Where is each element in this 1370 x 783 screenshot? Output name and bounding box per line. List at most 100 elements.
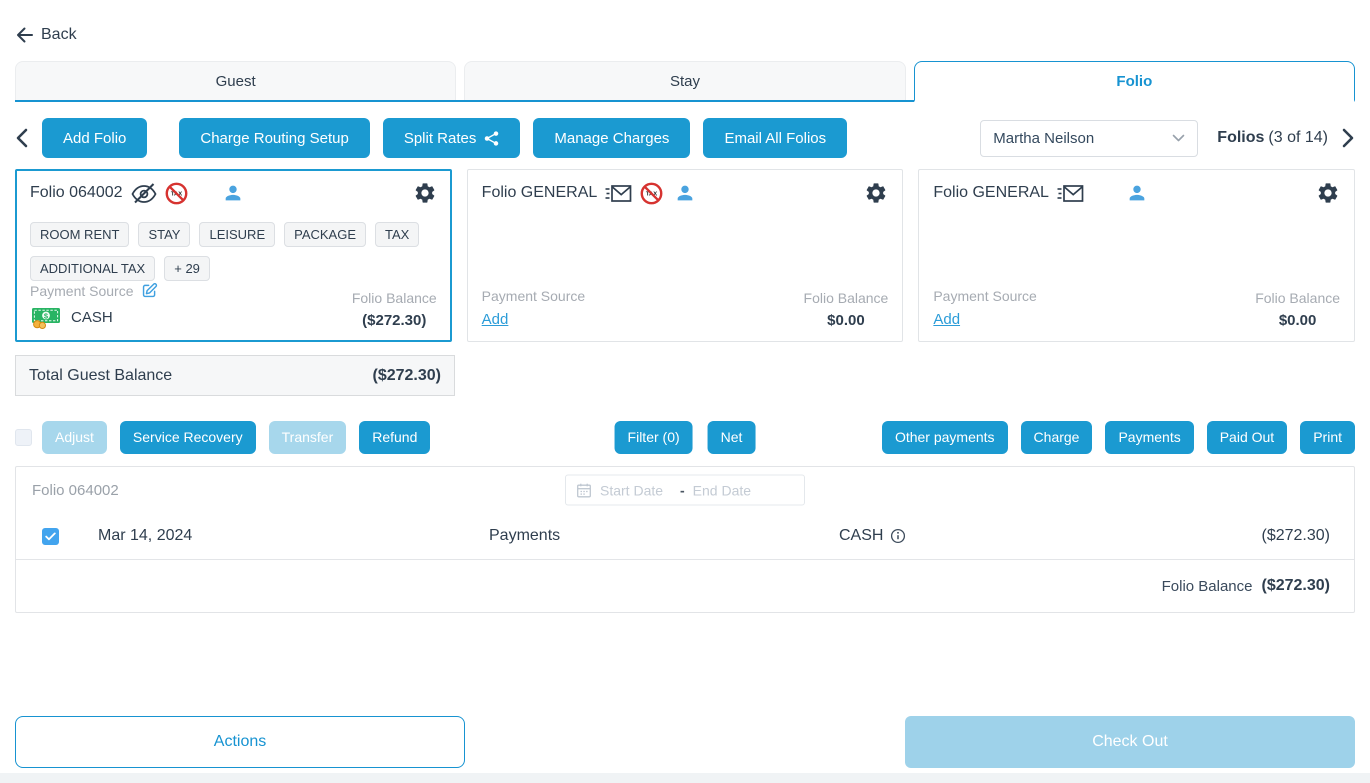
- folios-count: (3 of 14): [1268, 129, 1328, 146]
- guest-selector[interactable]: Martha Neilson: [980, 119, 1199, 157]
- paid-out-label: Paid Out: [1219, 429, 1275, 445]
- total-guest-balance-value: ($272.30): [372, 366, 442, 384]
- folio-card-general-1[interactable]: Folio GENERAL TAX Payment Source Add: [466, 169, 904, 342]
- filter-label: Filter (0): [627, 429, 680, 445]
- folio-balance-block: Folio Balance ($272.30): [352, 290, 437, 329]
- tab-guest[interactable]: Guest: [15, 61, 457, 100]
- filter-action-group: Filter (0) Net: [614, 420, 756, 454]
- transactions-table: Folio 064002 - Mar 14, 2024 Payments CAS…: [15, 466, 1355, 613]
- net-button[interactable]: Net: [707, 420, 756, 454]
- tab-bar: Guest Stay Folio: [15, 61, 1355, 102]
- adjust-button[interactable]: Adjust: [42, 420, 107, 454]
- tag-more-count[interactable]: + 29: [164, 256, 210, 281]
- folio-toolbar: Add Folio Charge Routing Setup Split Rat…: [15, 118, 1355, 158]
- folio-card-title: Folio 064002: [30, 184, 123, 201]
- add-folio-button[interactable]: Add Folio: [42, 118, 148, 158]
- transaction-method: CASH: [839, 527, 1114, 545]
- other-payments-label: Other payments: [894, 429, 995, 445]
- row-checkbox[interactable]: [42, 527, 59, 545]
- tag-package: PACKAGE: [284, 222, 367, 247]
- payment-source-block: Payment Source Add: [482, 288, 586, 329]
- payment-source-label: Payment Source: [481, 288, 586, 304]
- folio-card-title: Folio GENERAL: [933, 184, 1049, 201]
- person-icon[interactable]: [1126, 182, 1148, 204]
- charge-button[interactable]: Charge: [1020, 420, 1093, 454]
- tag-stay: STAY: [138, 222, 191, 247]
- card-header: Folio 064002 TAX: [30, 180, 437, 206]
- select-all-checkbox[interactable]: [15, 428, 32, 446]
- check-out-button[interactable]: Check Out: [905, 716, 1355, 768]
- chevron-right-icon[interactable]: [1341, 128, 1355, 148]
- paid-out-button[interactable]: Paid Out: [1206, 420, 1288, 454]
- filter-button[interactable]: Filter (0): [614, 420, 693, 454]
- manage-charges-button[interactable]: Manage Charges: [533, 118, 691, 158]
- no-tax-icon: TAX: [165, 182, 188, 205]
- transaction-date: Mar 14, 2024: [98, 527, 193, 544]
- date-range-separator: -: [680, 482, 685, 498]
- tab-stay[interactable]: Stay: [464, 61, 906, 100]
- net-label: Net: [720, 429, 743, 445]
- payments-label: Payments: [1118, 429, 1181, 445]
- eye-off-icon: [130, 182, 157, 204]
- bottom-strip: [0, 773, 1370, 783]
- actions-button[interactable]: Actions: [15, 716, 465, 768]
- tag-leisure: LEISURE: [199, 222, 276, 247]
- folio-balance-label: Folio Balance: [803, 290, 889, 306]
- person-icon[interactable]: [222, 182, 244, 204]
- split-rates-button[interactable]: Split Rates: [382, 118, 521, 158]
- charge-routing-setup-button[interactable]: Charge Routing Setup: [179, 118, 370, 158]
- folio-balance-value: ($272.30): [362, 312, 427, 329]
- gear-icon[interactable]: [864, 181, 888, 205]
- total-guest-balance-label: Total Guest Balance: [29, 366, 173, 384]
- add-folio-label: Add Folio: [63, 129, 127, 147]
- folio-cards: Folio 064002 TAX ROOM RENT STAY LEISURE: [15, 169, 1356, 342]
- gear-icon[interactable]: [413, 181, 437, 205]
- print-label: Print: [1313, 429, 1342, 445]
- table-folio-balance-label: Folio Balance: [1161, 577, 1253, 595]
- charge-tags: ROOM RENT STAY LEISURE PACKAGE TAX ADDIT…: [30, 222, 437, 281]
- transfer-label: Transfer: [281, 429, 334, 445]
- payment-source-label: Payment Source: [30, 282, 134, 299]
- tag-tax: TAX: [375, 222, 420, 247]
- other-payments-button[interactable]: Other payments: [881, 420, 1008, 454]
- transaction-row[interactable]: Mar 14, 2024 Payments CASH ($272.30): [16, 513, 1354, 560]
- end-date-input[interactable]: [692, 482, 765, 498]
- email-all-folios-button[interactable]: Email All Folios: [703, 118, 848, 158]
- share-icon: [484, 130, 499, 146]
- charge-routing-label: Charge Routing Setup: [200, 129, 349, 147]
- payments-button[interactable]: Payments: [1105, 420, 1194, 454]
- edit-icon[interactable]: [141, 282, 158, 299]
- card-footer: Payment Source Add Folio Balance $0.00: [933, 288, 1340, 329]
- tab-folio[interactable]: Folio: [913, 61, 1355, 102]
- start-date-input[interactable]: [600, 482, 672, 498]
- email-all-folios-label: Email All Folios: [724, 129, 827, 147]
- gear-icon[interactable]: [1316, 181, 1340, 205]
- payment-source-label: Payment Source: [933, 288, 1037, 304]
- charge-label: Charge: [1033, 429, 1080, 445]
- date-range-filter[interactable]: -: [565, 474, 805, 506]
- add-payment-source-link[interactable]: Add: [481, 311, 509, 328]
- chevron-left-icon[interactable]: [15, 128, 29, 148]
- refund-button[interactable]: Refund: [359, 420, 431, 454]
- send-email-icon: [605, 184, 632, 203]
- service-recovery-button[interactable]: Service Recovery: [119, 420, 256, 454]
- folio-balance-value: $0.00: [827, 312, 865, 329]
- back-button[interactable]: Back: [16, 26, 77, 44]
- table-footer: Folio Balance ($272.30): [16, 560, 1354, 612]
- transfer-button[interactable]: Transfer: [268, 420, 347, 454]
- transaction-type: Payments: [489, 527, 561, 544]
- table-header: Folio 064002 -: [16, 467, 1354, 513]
- add-payment-source-link[interactable]: Add: [933, 311, 961, 328]
- tag-room-rent: ROOM RENT: [30, 222, 130, 247]
- transaction-method-value: CASH: [839, 527, 884, 544]
- folio-card-general-2[interactable]: Folio GENERAL Payment Source Add Folio B…: [918, 169, 1356, 342]
- person-icon[interactable]: [674, 182, 696, 204]
- payment-method-value: CASH: [71, 308, 113, 326]
- payment-source-block: Payment Source Add: [933, 288, 1037, 329]
- info-icon[interactable]: [890, 528, 906, 544]
- print-button[interactable]: Print: [1300, 420, 1355, 454]
- table-folio-balance-value: ($272.30): [1261, 577, 1331, 594]
- folio-card-064002[interactable]: Folio 064002 TAX ROOM RENT STAY LEISURE: [15, 169, 452, 342]
- transaction-amount: ($272.30): [1261, 527, 1331, 544]
